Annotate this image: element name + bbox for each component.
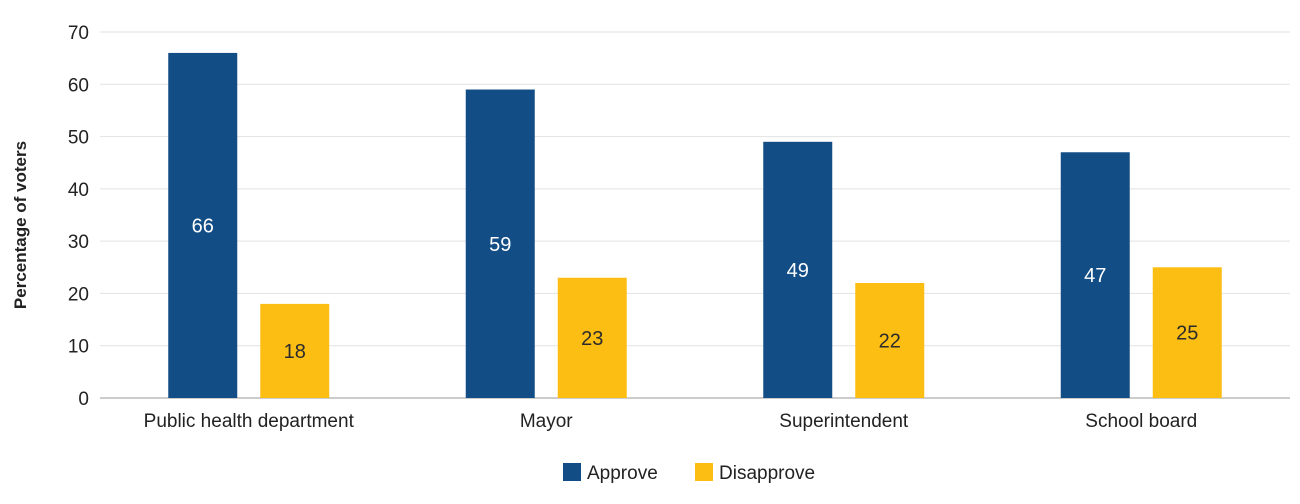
legend-swatch-disapprove xyxy=(695,463,713,481)
legend-label-approve: Approve xyxy=(587,463,658,484)
bar-value-label: 59 xyxy=(489,234,511,256)
bar-approve xyxy=(168,52,238,399)
bars: 66 18 59 23 49 22 47 25 xyxy=(168,52,1222,399)
legend-swatch-approve xyxy=(563,463,581,481)
y-axis-ticks: 0 10 20 30 40 50 60 70 xyxy=(68,23,89,410)
bar-value-label: 22 xyxy=(879,330,901,352)
x-tick-label: Public health department xyxy=(144,411,355,432)
bar-value-label: 66 xyxy=(192,215,214,237)
y-axis-label: Percentage of voters xyxy=(11,141,30,309)
bar-disapprove xyxy=(260,303,330,398)
legend-label-disapprove: Disapprove xyxy=(719,463,815,484)
bar-value-label: 18 xyxy=(284,341,306,363)
bar-approve xyxy=(763,141,833,399)
x-tick-label: School board xyxy=(1085,411,1197,432)
y-tick-label: 30 xyxy=(68,232,89,253)
y-tick-label: 20 xyxy=(68,284,89,305)
legend: Approve Disapprove xyxy=(563,463,815,484)
bar-value-label: 49 xyxy=(787,260,809,282)
y-tick-label: 0 xyxy=(78,389,89,410)
bar-approve xyxy=(1060,152,1130,398)
y-tick-label: 10 xyxy=(68,337,89,358)
bar-disapprove xyxy=(557,277,627,398)
bar-disapprove xyxy=(1152,267,1222,398)
y-tick-label: 60 xyxy=(68,75,89,96)
bar-approve xyxy=(465,89,535,398)
y-tick-label: 40 xyxy=(68,180,89,201)
bar-value-label: 47 xyxy=(1084,265,1106,287)
x-tick-label: Mayor xyxy=(520,411,573,432)
x-axis-ticks: Public health department Mayor Superintend… xyxy=(144,411,1198,432)
bar-value-label: 23 xyxy=(581,328,603,350)
bar-value-label: 25 xyxy=(1176,323,1198,345)
y-tick-label: 50 xyxy=(68,128,89,149)
y-tick-label: 70 xyxy=(68,23,89,44)
x-tick-label: Superintendent xyxy=(779,411,909,432)
bar-disapprove xyxy=(855,282,925,398)
